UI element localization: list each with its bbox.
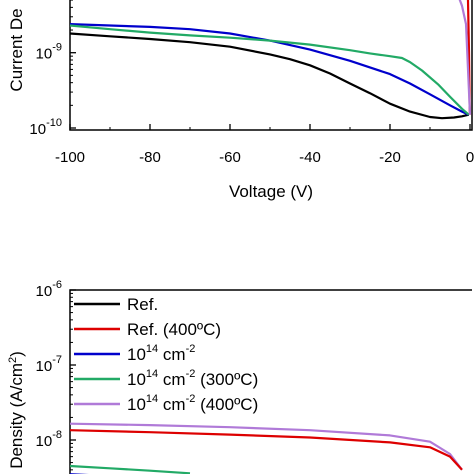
legend-entry-1: Ref. (400ºC): [74, 320, 221, 339]
top-x-tick-label-1: -80: [139, 149, 161, 166]
legend-entry-0: Ref.: [74, 295, 158, 314]
top-series-line-2: [69, 23, 470, 116]
legend-label-4: 1014 cm-2 (400ºC): [127, 393, 258, 414]
bottom-series-group: [69, 422, 463, 474]
legend-label-0: Ref.: [127, 295, 158, 314]
top-plot-frame: [69, 0, 473, 131]
top-x-tick-label-3: -40: [299, 149, 321, 166]
top-x-tick-label-0: -100: [55, 149, 85, 166]
bottom-series-line-0: [69, 422, 463, 471]
top-y-ticks: 10-10 10-9: [29, 0, 76, 138]
bottom-y-axis-title-tail: ): [7, 351, 26, 357]
legend-label-1: Ref. (400ºC): [127, 320, 221, 339]
top-y-tick-label-1: 10-9: [36, 42, 62, 63]
top-x-axis-title: Voltage (V): [229, 182, 313, 201]
top-series-line-0: [69, 32, 470, 120]
top-series-line-3: [69, 24, 470, 116]
legend-entry-3: 1014 cm-2 (300ºC): [74, 368, 258, 389]
top-x-tick-label-2: -60: [219, 149, 241, 166]
legend-label-3: 1014 cm-2 (300ºC): [127, 368, 258, 389]
legend-label-2: 1014 cm-2: [127, 343, 195, 364]
bottom-panel: 10-8 10-7 10-6 Density (A/cm2) Ref. Ref. (4…: [7, 279, 472, 474]
top-x-tick-label-5: 0: [466, 149, 474, 166]
bottom-y-axis-title: Density (A/cm2): [7, 351, 26, 469]
bottom-y-axis-title-main: Density (A/cm: [7, 363, 26, 469]
bottom-series-line-1: [69, 429, 463, 471]
top-x-tick-label-4: -20: [379, 149, 401, 166]
bottom-y-tick-label-2: 10-6: [36, 279, 62, 300]
bottom-y-ticks: 10-8 10-7 10-6: [36, 279, 76, 471]
legend: Ref. Ref. (400ºC) 1014 cm-2 1014 cm-2 (300º…: [74, 295, 258, 414]
top-series-line-4: [458, 0, 472, 115]
bottom-y-tick-label-0: 10-8: [36, 429, 62, 450]
top-y-axis-title: Current De: [7, 8, 26, 91]
legend-entry-2: 1014 cm-2: [74, 343, 195, 364]
legend-entry-4: 1014 cm-2 (400ºC): [74, 393, 258, 414]
top-series-group: [69, 0, 472, 120]
bottom-y-axis-title-sup: 2: [7, 357, 19, 363]
top-x-ticks: -100 -80 -60 -40 -20 0: [55, 124, 474, 166]
bottom-series-line-2: [69, 464, 191, 474]
bottom-y-tick-label-1: 10-7: [36, 354, 62, 375]
top-y-tick-label-0: 10-10: [29, 117, 62, 138]
